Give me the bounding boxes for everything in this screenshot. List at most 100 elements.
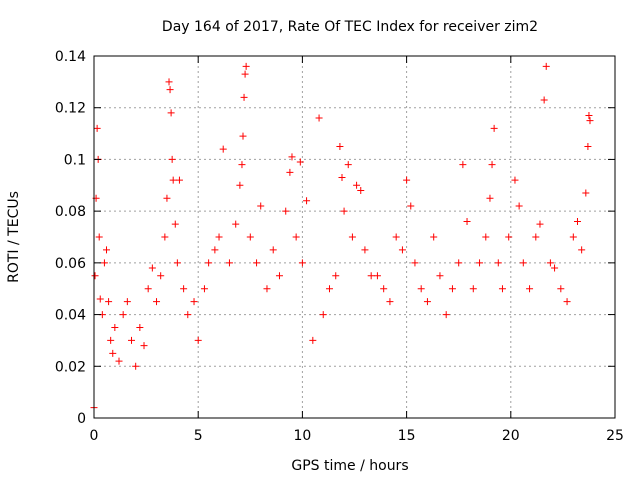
data-point [482,233,490,241]
y-tick-label: 0.12 [55,101,86,117]
data-point [148,264,156,272]
data-point [357,186,365,194]
data-point [448,285,456,293]
data-point [498,285,506,293]
data-point [180,285,188,293]
data-point [136,324,144,331]
data-point [325,285,333,293]
data-point [573,217,581,225]
data-point [398,246,406,254]
data-point [348,233,356,241]
data-point [157,272,165,280]
data-point [542,62,550,70]
data-point [303,197,311,205]
data-point [511,176,519,184]
y-tick-label: 0.14 [55,49,86,65]
data-point [582,189,590,197]
data-point [219,145,227,153]
data-point [246,233,254,241]
data-point [563,298,571,306]
data-point [205,259,213,267]
axis-ticks: 0 0.02 0.04 0.06 0.08 0.1 0.12 0.14 0 5 10 15 20 25 [55,49,624,444]
y-tick-label: 0.08 [55,204,86,220]
y-tick-label: 0.06 [55,256,86,272]
data-point [296,158,304,166]
data-point [103,246,111,254]
data-point [490,124,498,132]
x-tick-label: 25 [606,428,624,444]
data-point [91,272,99,280]
data-point [171,220,179,228]
data-point [436,272,444,280]
data-point [309,336,317,344]
y-tick-label: 0.04 [55,308,86,324]
data-point [169,176,177,184]
data-point [319,311,327,319]
data-point [336,143,344,150]
data-point [569,233,577,241]
data-point [526,285,534,293]
data-point [546,259,554,267]
chart-title: Day 164 of 2017, Rate Of TEC Index for r… [162,19,538,35]
data-point [161,233,169,241]
data-point [166,86,174,94]
data-point [115,357,123,365]
data-point [459,161,467,169]
data-point [344,161,352,169]
data-point [557,285,565,293]
data-point [128,336,136,344]
data-point [373,272,381,280]
data-point [168,155,176,163]
data-point [239,132,247,140]
data-point [292,233,300,241]
data-point [200,285,208,293]
x-tick-label: 15 [398,428,416,444]
data-point [315,114,323,122]
data-point [111,324,119,331]
data-point [361,246,369,254]
data-point [411,259,419,267]
data-point [119,311,127,319]
data-point [257,202,265,210]
data-point [236,181,244,189]
data-point [338,174,346,182]
data-point [584,143,592,150]
data-point [95,233,103,241]
data-point [253,259,261,267]
data-point [332,272,340,280]
data-point [238,161,246,169]
data-point [275,272,283,280]
data-point [380,285,388,293]
x-tick-label: 10 [293,428,311,444]
grid-lines [94,56,615,418]
x-tick-label: 20 [502,428,520,444]
data-point [173,259,181,267]
y-tick-label: 0 [77,411,86,427]
data-point [211,246,219,254]
data-point [215,233,223,241]
data-point [532,233,540,241]
data-point [442,311,450,319]
data-point [455,259,463,267]
data-point [536,220,544,228]
data-point [175,176,183,184]
data-point [241,70,249,78]
data-point [165,78,173,86]
data-point [240,93,248,101]
data-point [505,233,513,241]
data-point [407,202,415,210]
data-point [494,259,502,267]
data-point [105,298,113,306]
data-point [551,264,559,272]
data-point [153,298,161,306]
data-point [194,336,202,344]
data-point [132,362,140,370]
data-point [469,285,477,293]
data-point [107,336,115,344]
data-point [430,233,438,241]
x-tick-label: 0 [90,428,99,444]
data-point [242,62,250,70]
x-tick-label: 5 [194,428,203,444]
data-point [392,233,400,241]
data-point [167,109,175,117]
